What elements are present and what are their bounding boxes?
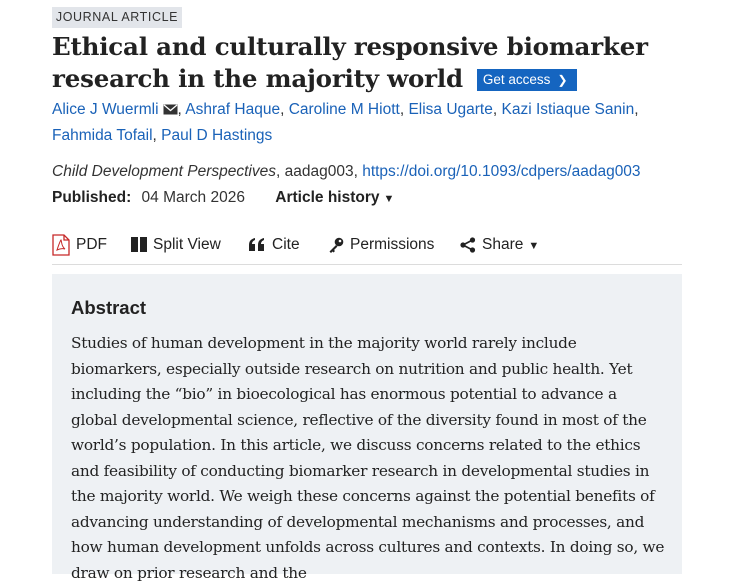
author-separator: , [492, 101, 502, 118]
author-separator: , [399, 101, 409, 118]
author-link[interactable]: Elisa Ugarte [408, 101, 493, 118]
journal-name: Child Development Perspectives [52, 163, 276, 180]
article-title: Ethical and culturally responsive biomar… [52, 31, 702, 95]
doi-link[interactable]: https://doi.org/10.1093/cdpers/aadag003 [362, 163, 641, 180]
share-label: Share [482, 236, 524, 253]
permissions-button[interactable]: Permissions [328, 231, 434, 259]
cite-button[interactable]: Cite [248, 231, 300, 259]
article-history-label: Article history [275, 189, 380, 206]
pdf-icon [52, 234, 70, 256]
author-link[interactable]: Ashraf Haque [185, 101, 281, 118]
author-link[interactable]: Caroline M Hiott [288, 101, 400, 118]
abstract-text: Studies of human development in the majo… [71, 334, 665, 582]
chevron-right-icon: ❯ [557, 73, 568, 87]
caret-down-icon: ▼ [383, 193, 395, 205]
citation-line: Child Development Perspectives, aadag003… [52, 160, 641, 184]
divider [52, 264, 682, 265]
article-toolbar: PDF Split View Cite Permissions Share ▼ [52, 231, 682, 261]
author-separator: , [634, 101, 639, 118]
share-icon [460, 237, 476, 253]
split-view-label: Split View [153, 236, 221, 253]
author-separator: , [177, 101, 186, 118]
article-id: , aadag003, [276, 163, 363, 180]
published-label: Published: [52, 189, 132, 206]
get-access-label: Get access [482, 72, 551, 87]
author-link[interactable]: Fahmida Tofail [52, 127, 153, 144]
abstract-heading: Abstract [71, 297, 147, 318]
split-view-icon [131, 237, 147, 253]
article-title-text: Ethical and culturally responsive biomar… [52, 32, 648, 93]
mail-icon[interactable] [163, 104, 178, 115]
author-link[interactable]: Kazi Istiaque Sanin [501, 101, 635, 118]
cite-label: Cite [272, 236, 300, 253]
publication-info: Published: 04 March 2026 Article history… [52, 186, 394, 211]
pdf-button[interactable]: PDF [52, 231, 107, 259]
author-separator: , [152, 127, 162, 144]
split-view-button[interactable]: Split View [131, 231, 221, 259]
author-list: Alice J Wuermli, Ashraf Haque, Caroline … [52, 97, 692, 149]
abstract-section: Abstract Studies of human development in… [52, 274, 682, 582]
author-link[interactable]: Alice J Wuermli [52, 101, 159, 118]
share-button[interactable]: Share ▼ [460, 231, 539, 259]
article-history-toggle[interactable]: Article history ▼ [275, 189, 394, 206]
caret-down-icon: ▼ [528, 240, 540, 252]
author-separator: , [280, 101, 289, 118]
get-access-button[interactable]: Get access ❯ [476, 69, 577, 91]
published-date: 04 March 2026 [141, 189, 245, 206]
quote-icon [249, 237, 264, 251]
key-icon [329, 237, 344, 253]
article-type-badge: JOURNAL ARTICLE [52, 7, 182, 28]
author-link[interactable]: Paul D Hastings [161, 127, 273, 144]
permissions-label: Permissions [350, 236, 435, 253]
pdf-label: PDF [76, 236, 107, 253]
